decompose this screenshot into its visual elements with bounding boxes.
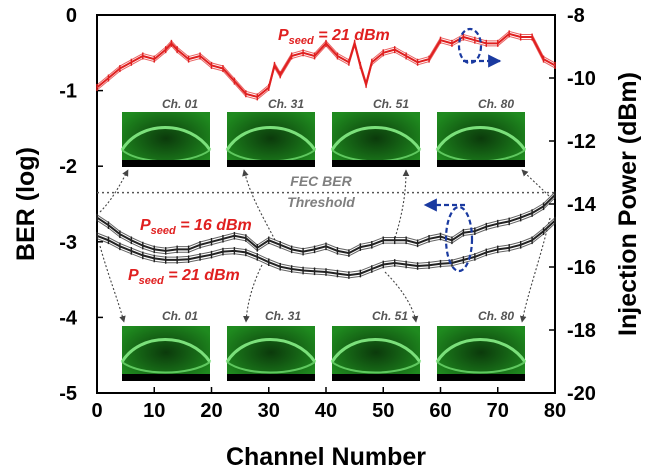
annotation-black-pseed-21: Pseed = 21 dBm [128,267,240,287]
eye-label: Ch. 80 [478,97,514,111]
fec-threshold-label-1: FEC BER [290,173,352,189]
x-tick-label: 30 [258,400,280,422]
y-left-tick-label: -4 [59,307,78,329]
y-left-tick-label: -3 [59,232,77,254]
eye-label: Ch. 01 [162,97,198,111]
y-right-tick-label: -8 [567,5,585,27]
x-axis-title: Channel Number [226,443,426,470]
eye-diagram: Ch. 31 [225,309,317,381]
x-tick-label: 10 [143,400,165,422]
x-tick-label: 40 [315,400,337,422]
y-right-tick-label: -10 [567,68,596,90]
y-left-axis-title: BER (log) [12,147,40,261]
y-right-tick-label: -18 [567,320,596,342]
x-axis-ticks: 0 10 20 30 40 50 60 70 80 [91,387,566,422]
annotation-black-pseed-16: Pseed = 16 dBm [140,217,252,237]
x-tick-label: 50 [372,400,394,422]
eye-label: Ch. 31 [265,309,301,323]
x-tick-label: 0 [91,400,102,422]
y-left-tick-label: 0 [66,5,77,27]
y-right-tick-label: -20 [567,383,596,405]
eye-diagram: Ch. 31 [225,97,317,167]
eye-label: Ch. 01 [162,309,198,323]
eye-label: Ch. 51 [373,97,409,111]
series-0 [96,30,556,101]
eye-diagrams-bottom: Ch. 01 Ch. 31 Ch. 51 Ch. 80 [120,309,527,381]
eye-diagrams-top: Ch. 01 Ch. 31 Ch. 51 Ch. 80 [120,97,527,167]
y-right-tick-label: -16 [567,257,596,279]
eye-diagram: Ch. 01 [120,309,212,381]
y-left-tick-label: -2 [59,156,77,178]
series-1 [96,191,556,257]
x-tick-label: 70 [487,400,509,422]
axis-indicator-right [457,27,502,68]
eye-label: Ch. 51 [372,309,408,323]
eye-diagram: Ch. 51 [330,97,422,167]
axis-indicator-left [423,198,474,273]
x-tick-label: 20 [200,400,222,422]
y-left-axis-ticks: 0 -1 -2 -3 -4 -5 [59,5,103,405]
fec-threshold-label-2: Threshold [287,194,355,210]
y-right-tick-label: -12 [567,131,596,153]
y-left-tick-label: -1 [59,81,77,103]
y-right-axis-ticks: -8 -10 -12 -14 -16 -18 -20 [549,5,597,405]
y-right-tick-label: -14 [567,194,597,216]
y-right-axis-title: Injection Power (dBm) [614,72,642,336]
x-tick-label: 80 [544,400,566,422]
x-tick-label: 60 [429,400,451,422]
series-layer [96,30,556,279]
eye-diagram: Ch. 51 [330,309,422,381]
eye-label: Ch. 31 [268,97,304,111]
annotation-red-pseed-21: Pseed = 21 dBm [278,27,390,47]
eye-diagram: Ch. 80 [435,309,527,381]
eye-diagram: Ch. 01 [120,97,212,167]
series-2 [96,216,556,279]
y-left-tick-label: -5 [59,383,77,405]
eye-diagram: Ch. 80 [435,97,527,167]
eye-label: Ch. 80 [478,309,514,323]
